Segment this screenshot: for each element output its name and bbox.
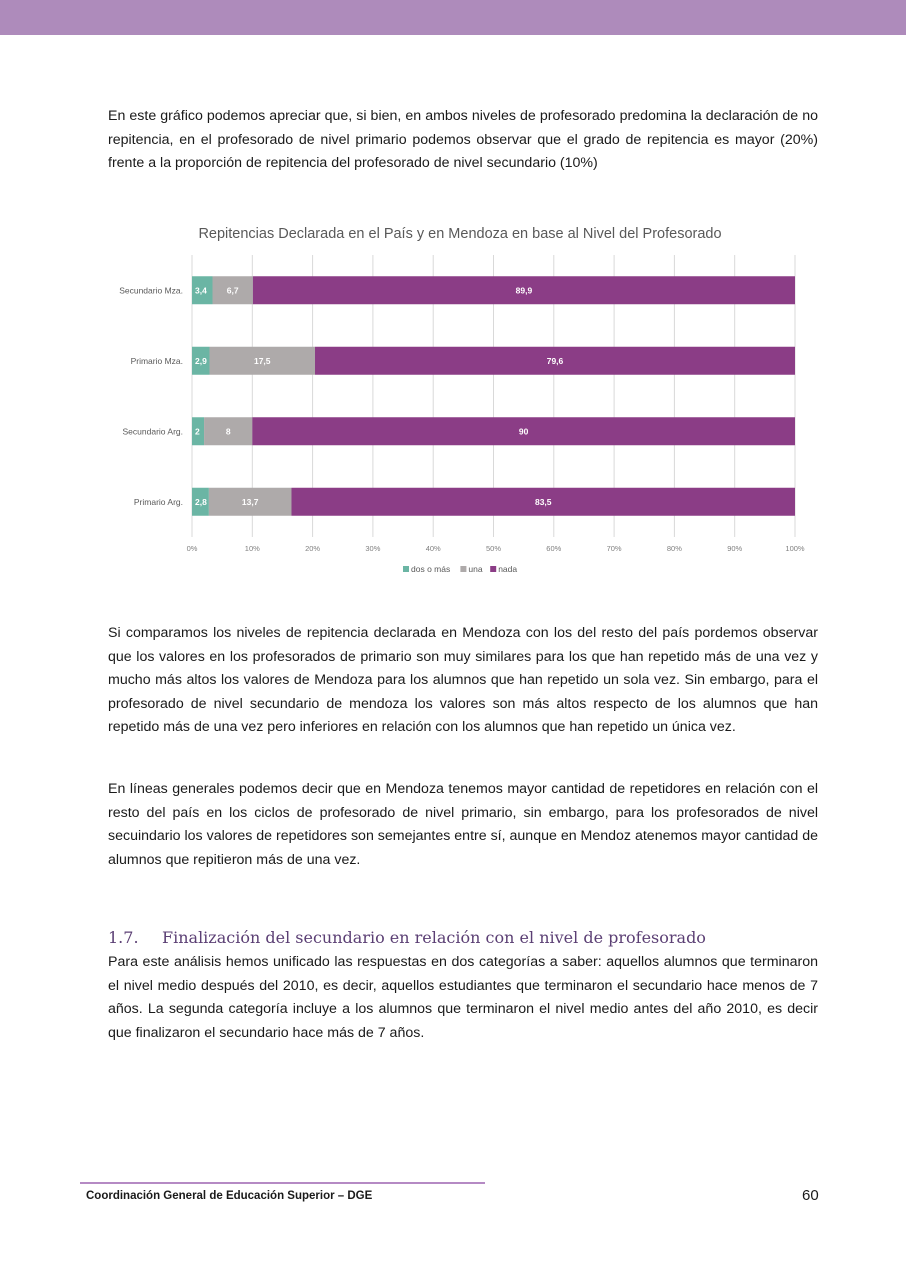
y-category-label: Primario Mza.: [131, 356, 183, 366]
x-tick-label: 90%: [727, 544, 742, 553]
chart-title: Repitencias Declarada en el País y en Me…: [198, 226, 721, 242]
data-label: 83,5: [535, 497, 552, 507]
x-tick-label: 10%: [245, 544, 260, 553]
x-tick-label: 70%: [607, 544, 622, 553]
section-title: Finalización del secundario en relación …: [162, 928, 706, 947]
x-tick-label: 50%: [486, 544, 501, 553]
data-label: 6,7: [227, 285, 239, 295]
legend-label: una: [468, 564, 482, 574]
data-label: 2,9: [195, 356, 207, 366]
y-category-label: Secundario Mza.: [119, 285, 183, 295]
x-tick-label: 20%: [305, 544, 320, 553]
bar-segment-una: [212, 276, 253, 305]
data-label: 8: [226, 426, 231, 436]
stacked-bar-chart: Repitencias Declarada en el País y en Me…: [119, 226, 805, 574]
bar-segment-dos-o-más: [192, 346, 210, 375]
footer-divider: [80, 1182, 485, 1184]
legend-swatch: [403, 566, 409, 572]
bar-segment-nada: [315, 346, 795, 375]
bar-segment-nada: [252, 417, 796, 446]
data-label: 13,7: [242, 497, 259, 507]
bar-segment-nada: [252, 276, 795, 305]
x-tick-label: 60%: [546, 544, 561, 553]
data-label: 79,6: [547, 356, 564, 366]
x-tick-label: 30%: [365, 544, 380, 553]
y-category-label: Secundario Arg.: [123, 426, 183, 436]
x-tick-label: 40%: [426, 544, 441, 553]
footer-text: Coordinación General de Educación Superi…: [86, 1190, 373, 1202]
x-tick-label: 100%: [785, 544, 805, 553]
legend-label: nada: [498, 564, 517, 574]
page-number: 60: [802, 1187, 819, 1204]
data-label: 17,5: [254, 356, 271, 366]
paragraph-intro: En este gráfico podemos apreciar que, si…: [108, 108, 818, 171]
data-label: 89,9: [516, 285, 533, 295]
bar-segment-una: [204, 417, 253, 446]
bar-segment-una: [209, 346, 316, 375]
header-band: [0, 0, 906, 35]
section-heading: 1.7. Finalización del secundario en relac…: [108, 928, 706, 947]
bar-segment-dos-o-más: [192, 417, 205, 446]
section-number: 1.7.: [108, 928, 139, 947]
data-label: 2,8: [195, 497, 207, 507]
x-tick-label: 80%: [667, 544, 682, 553]
legend-label: dos o más: [411, 564, 450, 574]
bar-segment-dos-o-más: [192, 487, 209, 516]
data-label: 2: [195, 426, 200, 436]
legend-swatch: [490, 566, 497, 572]
y-category-label: Primario Arg.: [134, 497, 183, 507]
paragraph-summary: En líneas generales podemos decir que en…: [108, 781, 818, 868]
data-label: 90: [519, 426, 529, 436]
paragraph-comparison: Si comparamos los niveles de repitencia …: [108, 625, 818, 735]
bar-segment-dos-o-más: [192, 276, 213, 305]
bar-segment-nada: [291, 487, 795, 516]
x-tick-label: 0%: [187, 544, 198, 553]
data-label: 3,4: [195, 285, 207, 295]
paragraph-analysis: Para este análisis hemos unificado las r…: [108, 954, 818, 1041]
legend-swatch: [460, 566, 467, 572]
bar-segment-una: [208, 487, 292, 516]
